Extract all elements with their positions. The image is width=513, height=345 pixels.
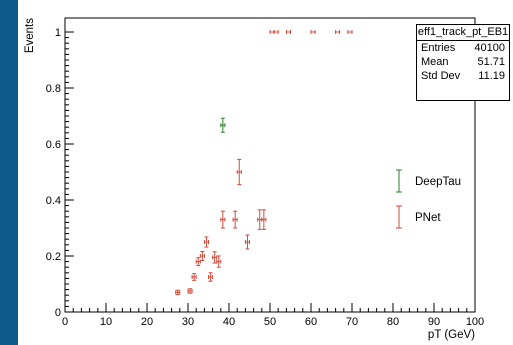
stats-value-mean: 51.71 <box>477 56 505 68</box>
legend-label-pnet: PNet <box>415 212 441 224</box>
x-tick-label: 70 <box>346 316 358 328</box>
y-tick-label: 0.6 <box>46 139 61 151</box>
stats-row-stddev: Std Dev 11.19 <box>417 69 509 83</box>
x-tick-label: 30 <box>182 316 194 328</box>
x-tick-label: 20 <box>141 316 153 328</box>
stats-row-entries: Entries 40100 <box>417 41 509 55</box>
x-tick-label: 80 <box>387 316 399 328</box>
y-tick-label: 0 <box>55 307 61 319</box>
stats-label-mean: Mean <box>421 56 449 68</box>
x-tick-label: 90 <box>428 316 440 328</box>
y-axis-title: Events <box>24 18 36 53</box>
x-axis-title: pT (GeV) <box>428 329 475 341</box>
x-tick-label: 50 <box>264 316 276 328</box>
x-tick-label: 0 <box>62 316 68 328</box>
stats-title: eff1_track_pt_EB1 <box>417 25 509 41</box>
x-tick-label: 100 <box>466 316 484 328</box>
stats-label-entries: Entries <box>421 42 456 54</box>
stats-row-mean: Mean 51.71 <box>417 55 509 69</box>
y-tick-label: 0.4 <box>46 195 61 207</box>
legend-label-deeptau: DeepTau <box>415 176 461 188</box>
chart-svg: 0 10 20 30 40 50 60 70 80 90 100 0 0.2 0.4 0.6 0.8 1 pT (… <box>24 17 484 341</box>
x-tick-label: 60 <box>305 316 317 328</box>
stats-box: eff1_track_pt_EB1 Entries 40100 Mean 51.… <box>416 24 510 101</box>
y-tick-label: 1 <box>55 27 61 39</box>
plot-canvas: 0 10 20 30 40 50 60 70 80 90 100 0 0.2 0.4 0.6 0.8 1 pT (… <box>18 0 513 345</box>
y-tick-label: 0.8 <box>46 83 61 95</box>
stats-value-entries: 40100 <box>474 42 505 54</box>
stats-value-stddev: 11.19 <box>478 70 505 82</box>
plot-frame <box>64 17 476 313</box>
y-tick-label: 0.2 <box>46 251 61 263</box>
x-tick-label: 10 <box>100 316 112 328</box>
stats-label-stddev: Std Dev <box>421 70 461 82</box>
x-tick-label: 40 <box>223 316 235 328</box>
